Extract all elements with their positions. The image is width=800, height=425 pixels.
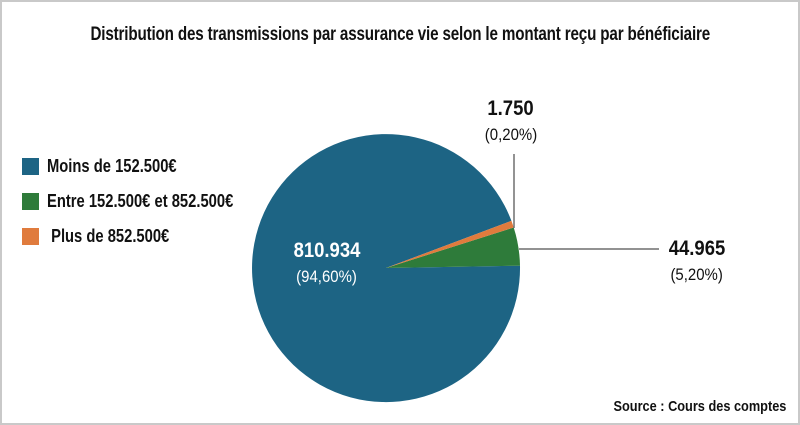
legend-item-label: Plus de 852.500€ — [47, 226, 170, 246]
slice-label-moins: 810.934 (94,60%) — [289, 238, 365, 290]
pie-slice-moins — [252, 134, 521, 403]
slice-label-entre: 44.965 (5,20%) — [665, 236, 729, 288]
legend-item-label: Entre 152.500€ et 852.500€ — [47, 191, 234, 211]
pie-slice-entre — [386, 227, 520, 268]
legend-swatch-plus — [22, 228, 39, 245]
legend-swatch-entre — [22, 193, 39, 210]
pie-slices — [252, 134, 521, 403]
slice-value-plus: 1.750 — [487, 97, 535, 120]
slice-percent-plus: (0,20%) — [484, 125, 538, 144]
legend-swatch-moins — [22, 158, 39, 175]
slice-percent-entre: (5,20%) — [670, 265, 724, 284]
source-note: Source : Cours des comptes — [613, 398, 786, 415]
legend-item-entre: Entre 152.500€ et 852.500€ — [22, 191, 274, 211]
slice-value-entre: 44.965 — [668, 237, 726, 260]
chart-title: Distribution des transmissions par assur… — [2, 24, 798, 46]
legend: Moins de 152.500€ Entre 152.500€ et 852.… — [22, 156, 274, 246]
legend-item-moins: Moins de 152.500€ — [22, 156, 274, 176]
slice-value-moins: 810.934 — [293, 239, 361, 262]
pie-slice-plus — [386, 220, 514, 268]
chart-title-text: Distribution des transmissions par assur… — [90, 24, 710, 45]
legend-item-label: Moins de 152.500€ — [47, 156, 177, 176]
slice-percent-moins: (94,60%) — [296, 267, 358, 286]
legend-item-plus: Plus de 852.500€ — [22, 226, 274, 246]
slice-label-plus: 1.750 (0,20%) — [481, 96, 541, 148]
